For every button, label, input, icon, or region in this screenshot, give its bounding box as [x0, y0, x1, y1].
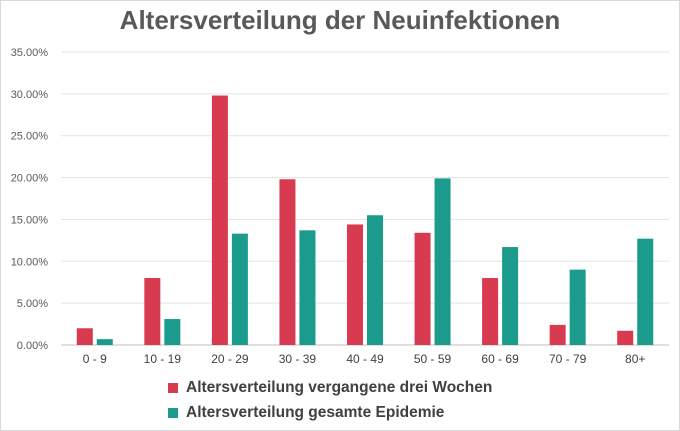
y-axis-tick-labels: 0.00% 5.00% 10.00% 15.00% 20.00% 25.00% 30.00%… — [11, 47, 49, 352]
y-tick-label: 10.00% — [11, 256, 49, 268]
legend-swatch-total — [168, 407, 178, 418]
bar-recent-4 — [347, 224, 363, 345]
bar-recent-6 — [482, 278, 499, 345]
x-tick-label: 50 - 59 — [414, 352, 452, 366]
legend-swatch-recent — [168, 382, 178, 393]
bar-total-7 — [569, 269, 586, 345]
bar-recent-1 — [144, 278, 161, 345]
bar-total-4 — [367, 215, 383, 345]
bar-total-2 — [231, 233, 248, 345]
x-tick-label: 20 - 29 — [211, 352, 249, 366]
bar-recent-7 — [549, 324, 566, 345]
x-tick-label: 70 - 79 — [549, 352, 587, 366]
legend: Altersverteilung vergangene drei Wochen … — [168, 375, 492, 425]
y-tick-label: 5.00% — [17, 298, 48, 310]
y-tick-label: 20.00% — [11, 173, 49, 185]
bar-total-6 — [502, 247, 519, 345]
x-tick-label: 30 - 39 — [279, 352, 317, 366]
y-tick-label: 30.00% — [11, 89, 49, 101]
bar-recent-3 — [279, 179, 296, 345]
x-tick-label: 10 - 19 — [144, 352, 182, 366]
bar-total-5 — [434, 178, 451, 345]
bar-recent-2 — [211, 95, 228, 345]
bars — [76, 95, 654, 345]
bar-recent-0 — [76, 328, 93, 345]
x-tick-label: 0 - 9 — [83, 352, 107, 366]
x-tick-label: 60 - 69 — [481, 352, 519, 366]
gridlines — [61, 51, 669, 346]
y-tick-label: 25.00% — [11, 131, 49, 143]
bar-total-3 — [299, 230, 316, 345]
bar-total-8 — [637, 238, 654, 345]
legend-label-total: Altersverteilung gesamte Epidemie — [186, 403, 445, 421]
x-axis-tick-labels: 0 - 9 10 - 19 20 - 29 30 - 39 40 - 49 50 - 59… — [83, 352, 646, 366]
y-tick-label: 0.00% — [17, 340, 48, 352]
legend-item-recent: Altersverteilung vergangene drei Wochen — [168, 375, 492, 400]
x-tick-label: 40 - 49 — [346, 352, 384, 366]
y-tick-label: 35.00% — [11, 47, 49, 59]
legend-label-recent: Altersverteilung vergangene drei Wochen — [186, 378, 493, 396]
bar-recent-5 — [414, 232, 431, 345]
legend-item-total: Altersverteilung gesamte Epidemie — [168, 400, 492, 425]
x-tick-label: 80+ — [625, 352, 645, 366]
bar-chart: 0.00% 5.00% 10.00% 15.00% 20.00% 25.00% 30.00%… — [11, 47, 669, 366]
bar-recent-8 — [617, 330, 634, 345]
chart-title: Altersverteilung der Neuinfektionen — [119, 5, 561, 35]
bar-total-1 — [164, 319, 181, 345]
bar-total-0 — [96, 339, 113, 345]
y-tick-label: 15.00% — [11, 214, 49, 226]
